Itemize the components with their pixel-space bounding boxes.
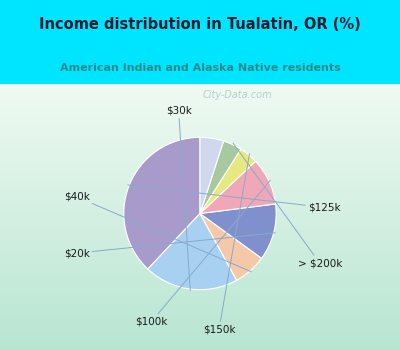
Text: > $200k: > $200k [233,143,342,268]
Text: American Indian and Alaska Native residents: American Indian and Alaska Native reside… [60,63,340,73]
Text: City-Data.com: City-Data.com [203,90,272,100]
Wedge shape [200,149,256,214]
Text: $20k: $20k [64,233,275,258]
Text: $150k: $150k [203,154,250,334]
Text: $100k: $100k [135,180,270,327]
Text: Income distribution in Tualatin, OR (%): Income distribution in Tualatin, OR (%) [39,17,361,32]
Text: $40k: $40k [64,192,251,272]
Wedge shape [200,137,224,214]
Text: $30k: $30k [166,106,192,290]
Wedge shape [200,161,276,214]
Wedge shape [200,204,276,258]
Wedge shape [200,214,262,280]
Wedge shape [200,141,241,214]
Wedge shape [148,214,237,290]
Wedge shape [124,137,200,269]
Text: $125k: $125k [128,185,341,212]
